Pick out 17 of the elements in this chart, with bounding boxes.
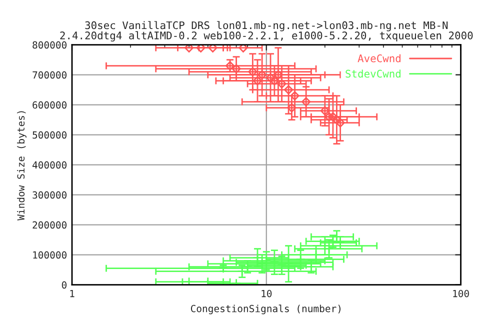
y-tick-label: 500000 (32, 131, 67, 139)
legend-label: AveCwnd (358, 54, 400, 62)
y-tick-label: 800000 (32, 41, 67, 49)
x-tick-label: 1 (70, 290, 74, 298)
y-tick-label: 400000 (32, 161, 67, 169)
y-tick-label: 0 (62, 281, 67, 289)
x-tick-label: 100 (453, 290, 469, 298)
y-tick-label: 600000 (32, 101, 67, 109)
chart-title: 30sec VanillaTCP DRS lon01.mb-ng.net->lon03.mb-ng.net MB-N 2.4.20dtg4 altAIMD-0.2 web100-2.2.1, e1000-5.2.20, txqueuelen 2000 (60, 21, 473, 42)
y-axis-title: Window Size (bytes) (17, 111, 26, 220)
legend-label: StdevCwnd (346, 70, 400, 78)
x-tick-label: 10 (262, 290, 272, 298)
y-tick-label: 700000 (32, 71, 67, 79)
y-tick-label: 200000 (32, 221, 67, 229)
x-axis-title: CongestionSignals (number) (190, 304, 340, 314)
y-tick-label: 300000 (32, 191, 67, 199)
y-tick-label: 100000 (33, 251, 67, 259)
